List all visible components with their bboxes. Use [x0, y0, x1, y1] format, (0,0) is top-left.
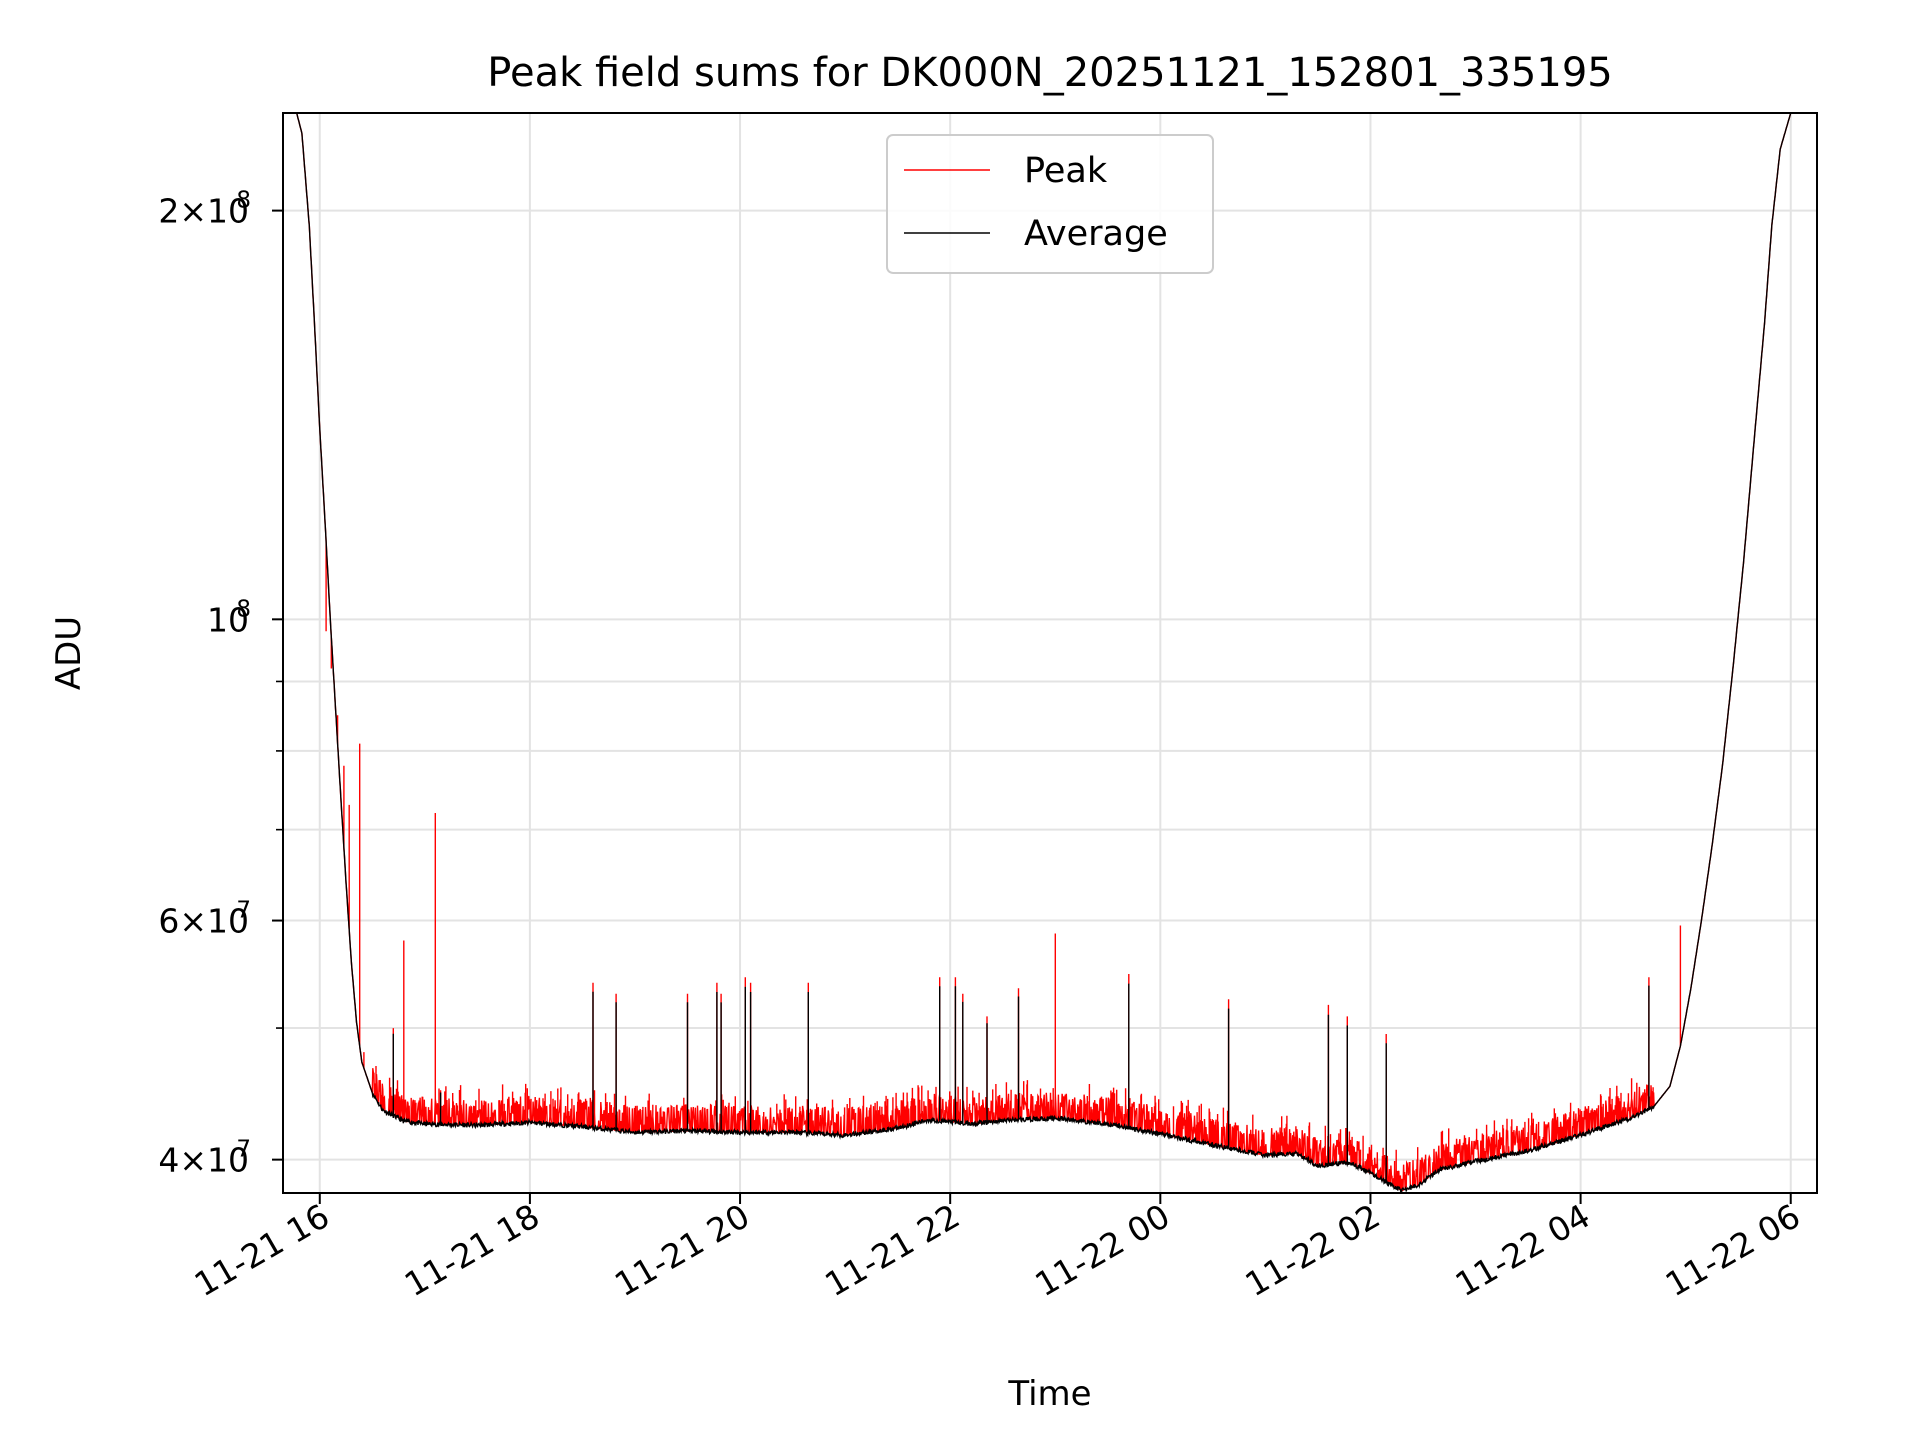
y-tick-label: 108	[207, 596, 251, 639]
axes-frame	[282, 112, 1818, 1194]
y-tick-label: 6×107	[158, 898, 251, 941]
legend: Peak Average	[886, 134, 1214, 274]
legend-label-peak: Peak	[1024, 151, 1108, 191]
y-tick-label: 2×108	[158, 188, 251, 231]
x-axis-label: Time	[1007, 1374, 1091, 1414]
grid	[283, 113, 1817, 1193]
y-axis-label: ADU	[49, 616, 89, 690]
chart-title: Peak field sums for DK000N_20251121_1528…	[487, 50, 1612, 96]
plot-lines	[283, 113, 1817, 1193]
average-series-line	[283, 113, 1817, 1193]
legend-label-average: Average	[1024, 214, 1168, 254]
y-tick-label: 4×107	[158, 1137, 251, 1180]
